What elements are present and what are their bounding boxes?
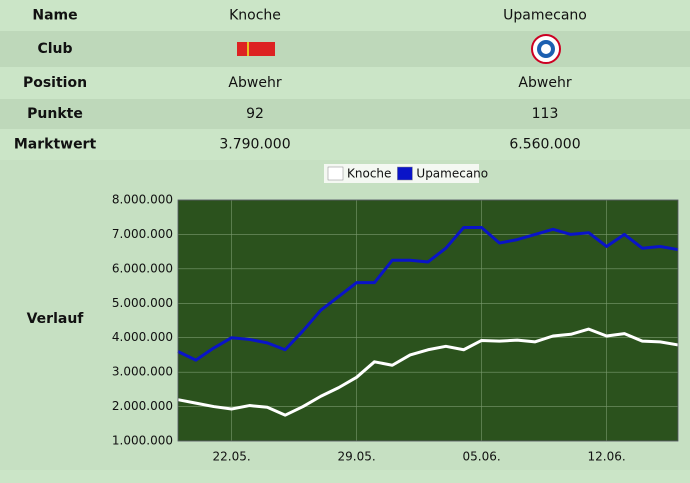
- cell: 113: [532, 106, 559, 122]
- logo-part: [249, 42, 275, 56]
- logo-part: [237, 42, 247, 56]
- row-label: Name: [32, 8, 77, 24]
- x-tick-label: 22.05.: [212, 450, 250, 464]
- y-tick-label: 1.000.000: [112, 434, 173, 448]
- table-row: [0, 67, 690, 99]
- table-row: [0, 129, 690, 160]
- legend-swatch: [327, 166, 344, 181]
- y-tick-label: 6.000.000: [112, 261, 173, 275]
- legend-label: Upamecano: [416, 167, 488, 181]
- x-tick-label: 29.05.: [337, 450, 375, 464]
- table-row: [0, 99, 690, 129]
- row-label: Club: [37, 41, 72, 57]
- logo-part: [541, 44, 551, 54]
- cell: Knoche: [229, 8, 281, 24]
- table-row: [0, 0, 690, 31]
- plot-border: [177, 199, 679, 442]
- x-tick-label: 12.06.: [587, 450, 625, 464]
- legend-label: Knoche: [347, 167, 391, 181]
- series-line: [177, 327, 679, 417]
- footer-strip: [0, 470, 690, 483]
- y-tick-label: 3.000.000: [112, 365, 173, 379]
- cell: Upamecano: [503, 8, 587, 24]
- cell: 6.560.000: [509, 137, 580, 153]
- cell: 92: [246, 106, 264, 122]
- row-label: Position: [23, 75, 87, 91]
- table-row: [0, 31, 690, 67]
- row-label: Marktwert: [14, 137, 97, 153]
- cell: 3.790.000: [219, 137, 290, 153]
- cell: Abwehr: [228, 75, 281, 91]
- x-tick-label: 05.06.: [462, 450, 500, 464]
- club-logo: [531, 34, 561, 64]
- plot-area: [178, 200, 678, 441]
- y-tick-label: 7.000.000: [112, 227, 173, 241]
- legend-swatch: [397, 166, 413, 181]
- y-tick-label: 2.000.000: [112, 399, 173, 413]
- y-tick-label: 8.000.000: [112, 193, 173, 207]
- y-tick-label: 4.000.000: [112, 330, 173, 344]
- y-tick-label: 5.000.000: [112, 296, 173, 310]
- club-logo: [237, 42, 275, 56]
- row-label: Punkte: [27, 106, 83, 122]
- cell: Abwehr: [518, 75, 571, 91]
- series-line: [177, 226, 679, 362]
- row-label: Verlauf: [27, 311, 85, 327]
